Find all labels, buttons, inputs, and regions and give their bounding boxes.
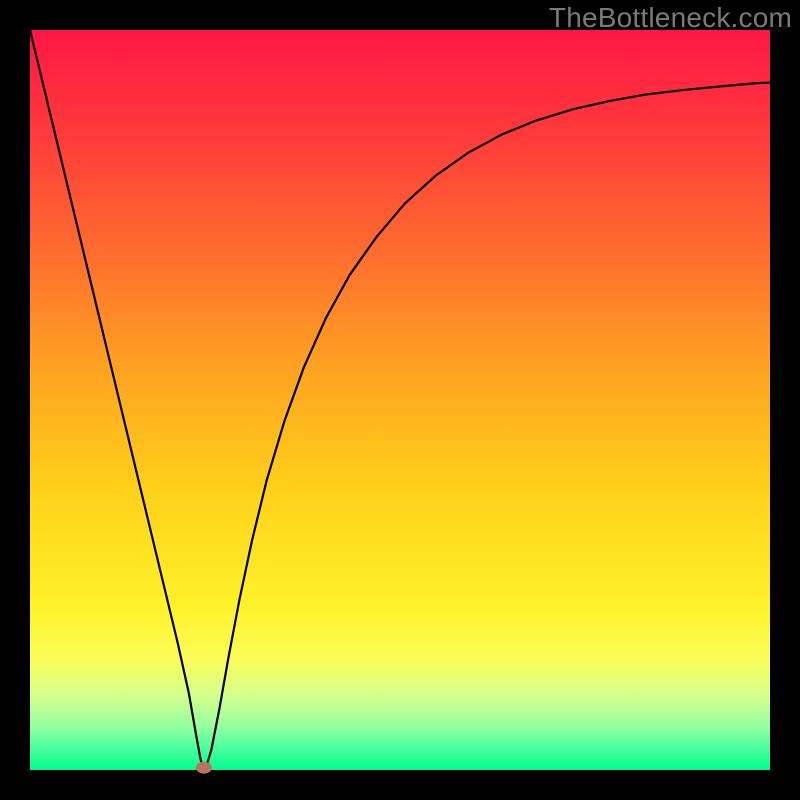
optimum-marker bbox=[196, 762, 212, 774]
chart-svg bbox=[0, 0, 800, 800]
plot-background bbox=[30, 30, 770, 770]
chart-stage: TheBottleneck.com bbox=[0, 0, 800, 800]
